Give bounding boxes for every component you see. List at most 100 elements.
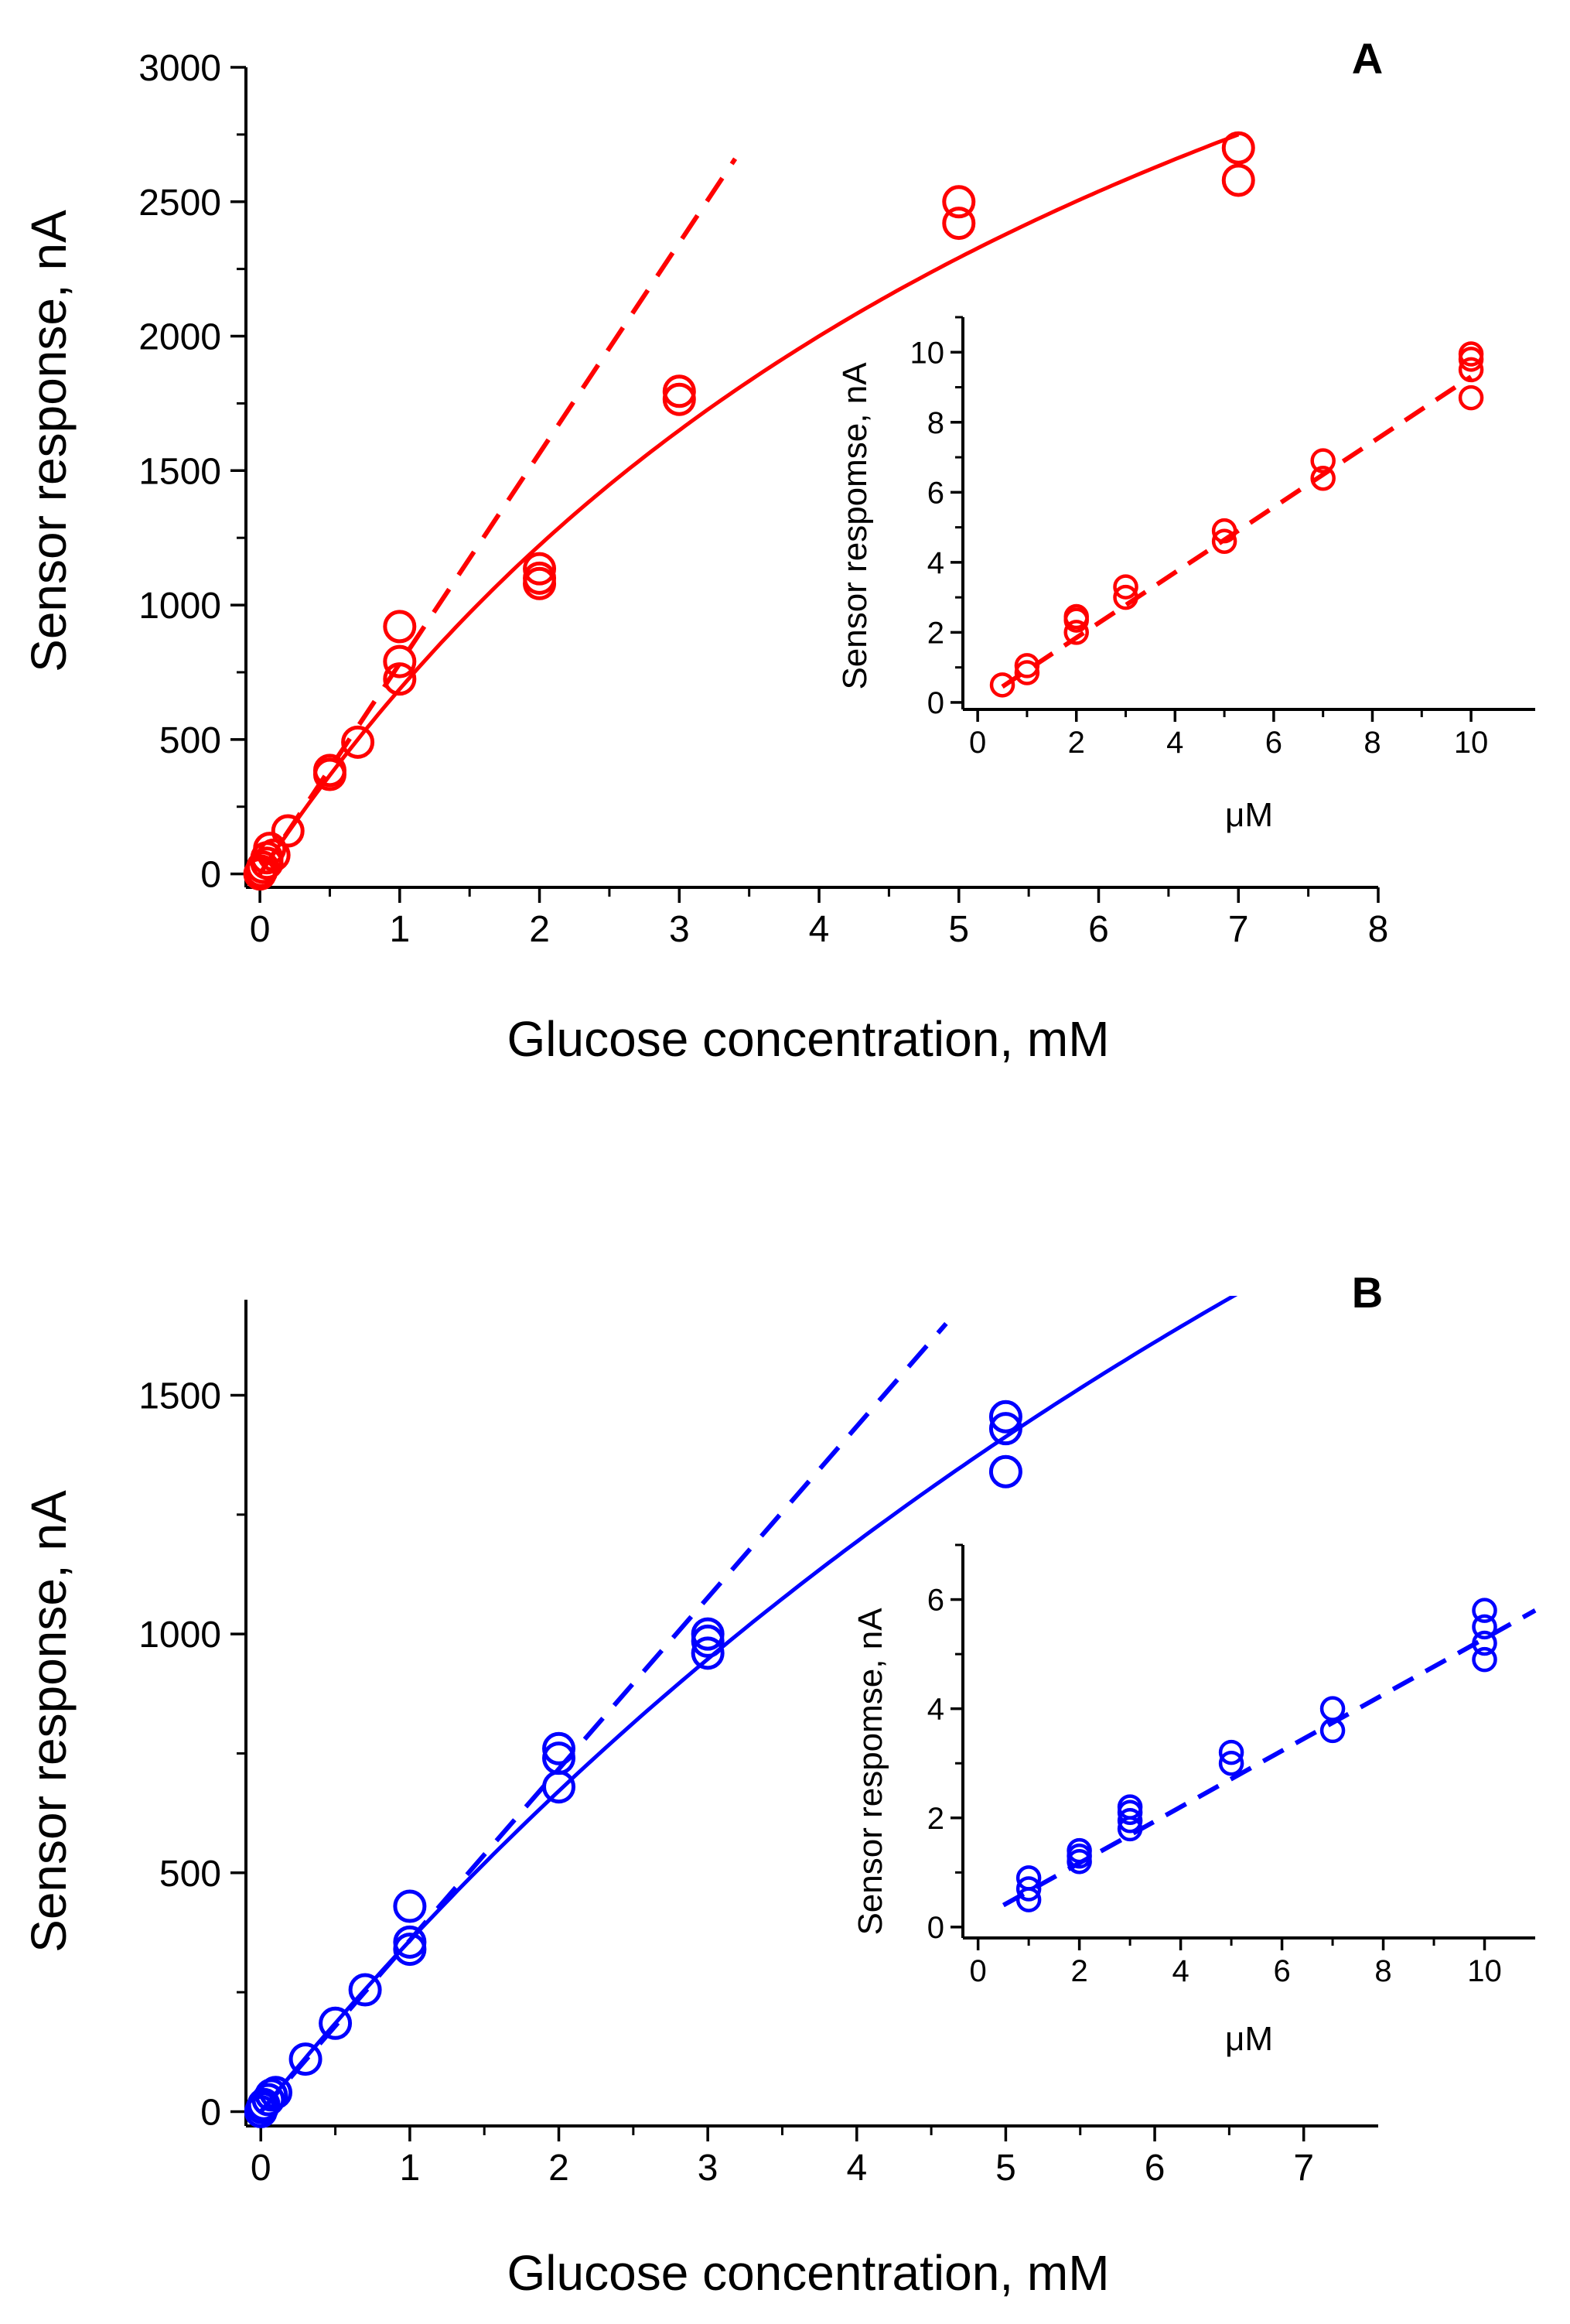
inset-data-point	[1218, 1739, 1244, 1765]
inset-data-point	[1472, 1598, 1497, 1623]
y-axis-title-b: Sensor response, nA	[21, 1490, 77, 1953]
inset-x-axis-title-b: μM	[1225, 2020, 1273, 2058]
main-a-x-tick-label: 1	[389, 909, 410, 950]
main-a-y-tick-label: 500	[159, 720, 221, 761]
inset-axes-a: 0 2 4 6 8 10 0 2 4 6 8 10	[910, 316, 1535, 760]
inset-b-x-tick-label: 6	[1273, 1954, 1290, 1988]
main-a-y-tick-label: 3000	[138, 48, 221, 89]
inset-b-y-tick-label: 6	[927, 1584, 944, 1618]
data-point	[341, 725, 375, 759]
data-point	[247, 2087, 281, 2121]
inset-data-point	[1015, 1865, 1042, 1891]
main-b-y-tick-label: 1500	[138, 1376, 221, 1417]
main-a-x-tick-label: 5	[948, 909, 969, 950]
data-point	[942, 185, 976, 219]
inset-plot-b	[1002, 1598, 1537, 1912]
panel-label-b: B	[1352, 1268, 1383, 1317]
data-point	[988, 1412, 1022, 1446]
inset-data-point	[1063, 620, 1089, 645]
main-b-y-tick-label: 1000	[138, 1615, 221, 1656]
main-b-x-tick-label: 7	[1293, 2148, 1314, 2189]
data-point	[288, 2042, 323, 2076]
inset-a-y-tick-label: 10	[910, 336, 945, 370]
inset-data-point	[1014, 660, 1040, 685]
inset-data-point	[1211, 518, 1237, 544]
main-a-x-tick-label: 6	[1088, 909, 1109, 950]
main-b-x-tick-label: 3	[698, 2148, 718, 2189]
inset-b-x-tick-label: 2	[1070, 1954, 1087, 1988]
inset-data-point	[1458, 341, 1484, 367]
inset-data-point	[1211, 528, 1237, 554]
inset-data-point	[1472, 1646, 1497, 1673]
inset-b-x-tick-label: 8	[1374, 1954, 1391, 1988]
inset-a-y-tick-label: 8	[927, 406, 944, 440]
main-axes-b: 0 1 2 3 4 5 6 7 0 500 1000 1500	[138, 1300, 1378, 2189]
inset-a-y-tick-label: 4	[927, 546, 944, 580]
data-point	[271, 814, 305, 848]
main-a-x-tick-label: 3	[669, 909, 690, 950]
inset-data-point	[1067, 1837, 1092, 1864]
main-b-y-tick-label: 500	[159, 1854, 221, 1895]
data-point	[988, 1454, 1022, 1488]
panel-label-a: A	[1352, 34, 1383, 83]
x-axis-title-b: Glucose concentration, mM	[507, 2245, 1110, 2301]
data-point	[257, 838, 291, 872]
main-b-y-tick-label: 0	[200, 2092, 221, 2133]
inset-fit-dashed-line	[1002, 1608, 1537, 1908]
data-point	[523, 552, 557, 586]
inset-a-x-tick-label: 0	[969, 726, 986, 760]
inset-b-x-tick-label: 4	[1172, 1954, 1189, 1988]
inset-data-point	[1113, 584, 1138, 610]
main-b-x-tick-label: 2	[548, 2148, 569, 2189]
fit-curve	[259, 1296, 1238, 2114]
data-point	[393, 1889, 427, 1923]
inset-data-point	[1063, 603, 1089, 630]
data-point	[383, 662, 417, 696]
data-point	[393, 1925, 427, 1959]
data-point	[383, 610, 417, 644]
inset-a-x-tick-label: 2	[1068, 726, 1085, 760]
inset-data-point	[989, 672, 1015, 698]
inset-b-y-tick-label: 4	[927, 1693, 944, 1727]
inset-data-point	[1014, 653, 1040, 678]
inset-data-point	[1319, 1696, 1346, 1721]
inset-b-x-tick-label: 0	[970, 1954, 987, 1988]
inset-axes-b: 0 2 4 6 8 10 0 2 4 6	[927, 1543, 1535, 1988]
data-point	[662, 374, 696, 408]
inset-data-point	[1218, 1750, 1244, 1776]
data-point	[251, 2083, 285, 2117]
data-point	[523, 561, 557, 595]
main-a-y-tick-label: 2000	[138, 317, 221, 358]
data-point	[348, 1973, 382, 2007]
fit-curve	[258, 132, 1240, 875]
inset-data-point	[1117, 1794, 1143, 1820]
main-b-x-tick-label: 4	[846, 2148, 867, 2189]
main-a-x-tick-label: 2	[529, 909, 550, 950]
inset-data-point	[1310, 465, 1336, 491]
inset-data-point	[1113, 574, 1138, 600]
inset-data-point	[1117, 1808, 1143, 1834]
main-a-y-tick-label: 1000	[138, 586, 221, 627]
inset-a-x-tick-label: 10	[1454, 726, 1489, 760]
inset-a-y-tick-label: 0	[927, 686, 944, 720]
inset-b-x-tick-label: 10	[1467, 1954, 1502, 1988]
main-a-x-tick-label: 8	[1368, 909, 1389, 950]
inset-x-axis-title-a: μM	[1225, 796, 1273, 834]
main-b-x-tick-label: 1	[400, 2148, 421, 2189]
data-point	[259, 2076, 293, 2110]
linear-fit-dashed-line	[258, 157, 738, 876]
main-a-y-tick-label: 2500	[138, 183, 221, 224]
y-axis-title-a: Sensor response, nA	[21, 210, 77, 672]
data-point	[691, 1617, 725, 1651]
data-point	[312, 754, 346, 788]
main-a-x-tick-label: 4	[809, 909, 830, 950]
inset-data-point	[1472, 1630, 1497, 1656]
data-point	[542, 1731, 576, 1765]
main-a-x-tick-label: 0	[250, 909, 271, 950]
inset-plot-a	[989, 341, 1484, 698]
inset-a-x-tick-label: 6	[1265, 726, 1282, 760]
inset-data-point	[1015, 1876, 1042, 1902]
